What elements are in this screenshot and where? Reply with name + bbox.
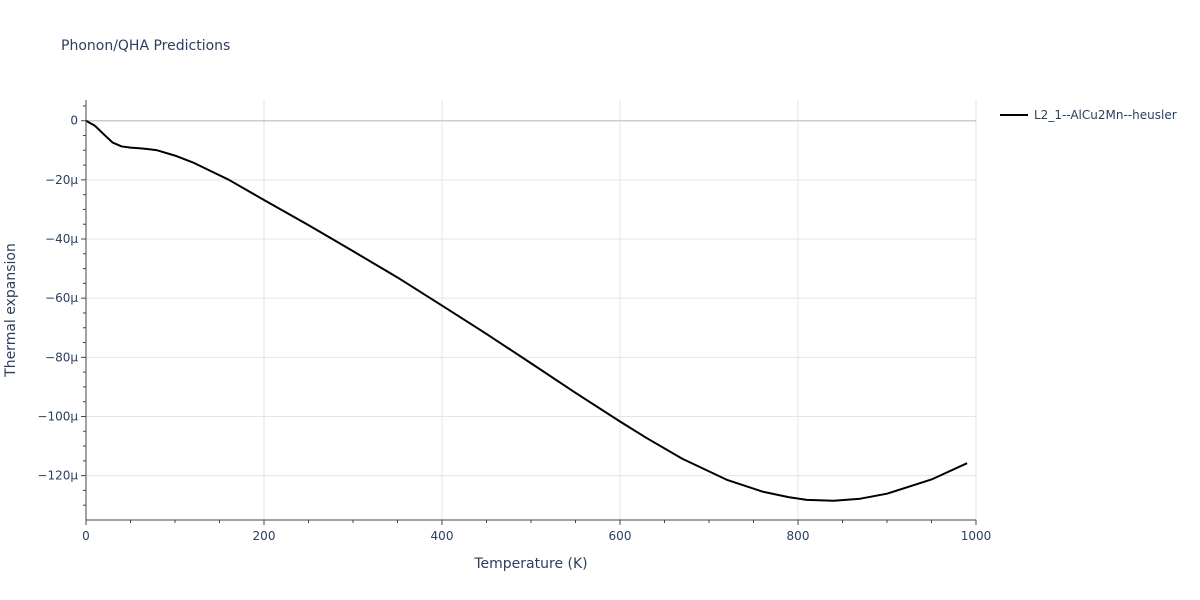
axis-layer (81, 100, 977, 525)
y-tick-label: −40μ (45, 232, 78, 246)
y-tick-label: −20μ (45, 173, 78, 187)
grid-layer (86, 100, 977, 520)
legend[interactable]: L2_1--AlCu2Mn--heusler (1000, 108, 1177, 122)
y-tick-label: −60μ (45, 291, 78, 305)
x-tick-label: 200 (253, 529, 276, 543)
tick-layer: 0 200 400 600 800 1000 0 −20μ −40μ −60μ −80μ −100μ −… (37, 114, 991, 543)
chart-title: Phonon/QHA Predictions (61, 38, 230, 54)
x-tick-label: 1000 (961, 529, 992, 543)
legend-label: L2_1--AlCu2Mn--heusler (1034, 108, 1177, 122)
y-tick-label: −100μ (37, 409, 78, 423)
series-line-0 (85, 119, 968, 502)
y-tick-label: −80μ (45, 350, 78, 364)
x-tick-label: 600 (609, 529, 632, 543)
x-tick-label: 800 (787, 529, 810, 543)
y-axis-title: Thermal expansion (3, 243, 19, 378)
y-tick-label: −120μ (37, 469, 78, 483)
x-tick-label: 0 (82, 529, 90, 543)
x-tick-label: 400 (431, 529, 454, 543)
series-layer (85, 119, 968, 502)
x-axis-title: Temperature (K) (473, 556, 587, 572)
y-tick-label: 0 (70, 114, 78, 128)
